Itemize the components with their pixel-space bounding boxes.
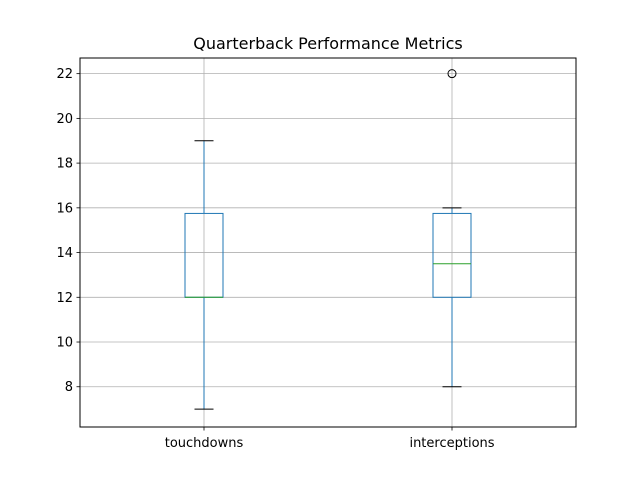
y-tick-label: 20 — [56, 112, 73, 127]
chart-title: Quarterback Performance Metrics — [193, 34, 462, 53]
boxes-group — [184, 69, 472, 410]
plot-frame — [79, 57, 577, 428]
x-tick-label: interceptions — [409, 436, 494, 451]
y-tick-label: 22 — [56, 67, 73, 82]
x-axis-ticks: touchdowns interceptions — [165, 427, 495, 451]
y-tick-label: 8 — [65, 380, 73, 395]
y-tick-label: 16 — [56, 201, 73, 216]
y-axis-ticks: 8 10 12 14 16 18 20 22 — [56, 67, 80, 395]
outlier-point — [447, 69, 457, 79]
box-iqr — [432, 212, 472, 298]
x-tick-label: touchdowns — [165, 436, 244, 451]
y-tick-label: 18 — [56, 157, 73, 172]
y-tick-label: 12 — [56, 291, 73, 306]
y-tick-label: 14 — [56, 246, 73, 261]
y-tick-label: 10 — [56, 336, 73, 351]
grid-lines — [80, 58, 576, 427]
